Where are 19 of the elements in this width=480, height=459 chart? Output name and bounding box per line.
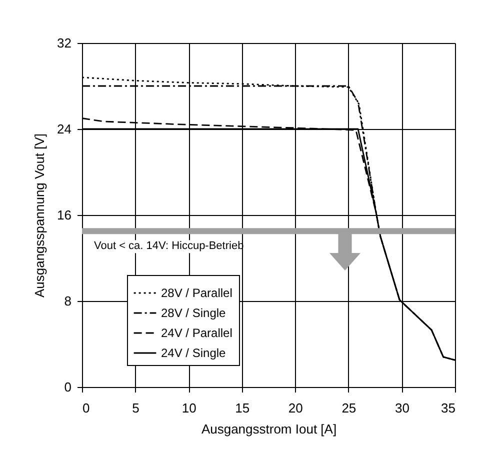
y-tick-label: 16: [57, 208, 72, 222]
x-tick-label: 10: [182, 400, 196, 416]
y-tick-label: 24: [57, 122, 72, 136]
x-tick-label: 15: [235, 400, 250, 416]
legend-label: 28V / Single: [161, 306, 226, 320]
x-axis-title: Ausgangsstrom Iout [A]: [201, 422, 337, 436]
x-tick-label: 25: [342, 400, 356, 416]
y-tick-label: 8: [64, 294, 72, 308]
x-tick-label: 5: [132, 400, 140, 416]
x-tick-label: 0: [82, 400, 90, 416]
x-tick-label: 30: [394, 400, 410, 416]
y-tick-label: 0: [64, 380, 72, 394]
legend-label: 24V / Single: [161, 346, 226, 360]
legend-label: 28V / Parallel: [161, 286, 232, 300]
x-tick-label: 20: [288, 400, 303, 416]
x-tick-label: 35: [441, 400, 456, 416]
legend-label: 24V / Parallel: [161, 326, 232, 340]
y-tick-label: 32: [57, 36, 72, 50]
y-axis-title: Ausgangsspannung Vout [V]: [32, 133, 48, 298]
